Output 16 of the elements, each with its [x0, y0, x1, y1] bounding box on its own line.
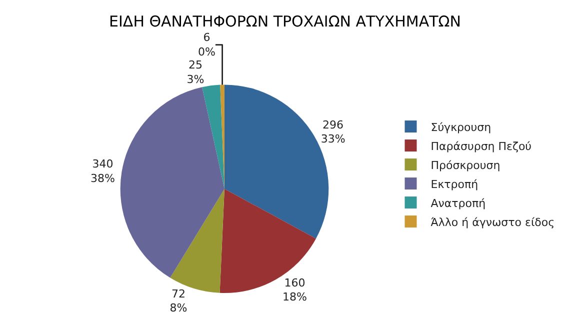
legend-label: Πρόσκρουση	[430, 158, 500, 172]
pie-slice	[120, 87, 224, 278]
data-label: 160 18%	[282, 276, 307, 304]
legend-label: Άλλο ή άγνωστο είδος	[430, 216, 555, 229]
legend-label: Παράσυρση Πεζού	[430, 140, 532, 153]
legend-label: Σύγκρουση	[430, 120, 492, 134]
data-label: 6 0%	[198, 31, 216, 59]
data-label: 72 8%	[170, 287, 188, 315]
legend-label: Ανατροπή	[430, 196, 486, 210]
data-label: 296 33%	[320, 118, 346, 146]
pie-slice	[220, 188, 316, 293]
legend-label: Εκτροπή	[430, 178, 478, 191]
pie-slice	[202, 84, 224, 189]
data-label: 25 3%	[186, 58, 204, 86]
data-label: 340 38%	[90, 158, 115, 185]
chart-title: ΕΙΔΗ ΘΑΝΑΤΗΦΟΡΩΝ ΤΡΟΧΑΙΩΝ ΑΤΥΧΗΜΑΤΩΝ	[109, 12, 461, 30]
